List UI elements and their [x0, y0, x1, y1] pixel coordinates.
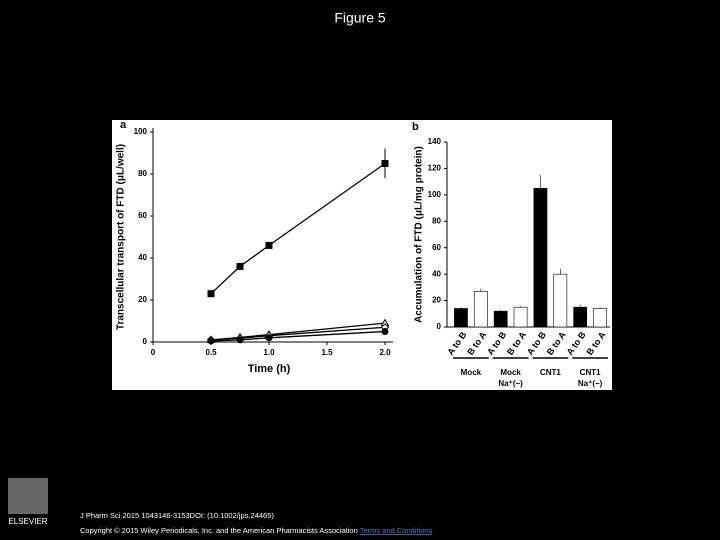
marker: [236, 262, 244, 270]
group-label: Na⁺(−): [498, 379, 523, 388]
y-tick-label: 100: [428, 190, 442, 199]
x-tick-label: 1.5: [321, 348, 333, 357]
marker: [207, 290, 215, 298]
y-tick-label: 20: [432, 296, 441, 305]
citation: J Pharm Sci 2015 1043146-3153DOI: (10.10…: [80, 511, 274, 520]
x-tick-label: 0.5: [205, 348, 217, 357]
bar: [553, 273, 568, 328]
group-label: CNT1: [540, 368, 561, 377]
panel-label: a: [120, 119, 127, 131]
bar: [493, 310, 508, 328]
figure-panel: [112, 120, 612, 390]
y-tick-label: 80: [138, 169, 147, 178]
bar: [573, 306, 588, 328]
group-label: Mock: [500, 368, 521, 377]
y-tick-label: 0: [437, 322, 442, 331]
slide-title: Figure 5: [334, 10, 386, 26]
y-tick-label: 100: [134, 127, 148, 136]
panel-label: b: [412, 121, 419, 133]
y-tick-label: 20: [138, 295, 147, 304]
y-axis-label: Transcellular transport of FTD (μL/well): [116, 144, 127, 330]
marker: [236, 336, 244, 344]
y-tick-label: 80: [432, 216, 441, 225]
logo-tree: [8, 478, 48, 514]
y-tick-label: 40: [432, 269, 441, 278]
bar: [593, 308, 607, 328]
copyright-text: Copyright © 2015 Wiley Periodicals, Inc.…: [80, 526, 358, 535]
marker: [381, 160, 389, 167]
series-line: [210, 162, 386, 295]
series-line: [210, 330, 386, 342]
x-tick-label: 2.0: [379, 348, 391, 357]
marker: [207, 337, 215, 345]
bar: [473, 291, 488, 328]
terms-link[interactable]: Terms and Conditions: [360, 526, 433, 535]
y-axis-label: Accumulation of FTD (μL/mg protein): [414, 146, 425, 323]
marker: [265, 334, 273, 342]
group-label: Mock: [461, 368, 482, 377]
group-label: Na⁺(−): [578, 379, 603, 388]
marker: [265, 241, 273, 249]
y-tick-label: 0: [143, 337, 148, 346]
series-line: [210, 326, 386, 341]
y-tick-label: 140: [428, 137, 442, 146]
group-label: CNT1: [580, 368, 601, 377]
bar: [513, 306, 528, 328]
y-tick-label: 40: [138, 253, 147, 262]
x-tick-label: 0: [151, 348, 156, 357]
y-tick-label: 60: [432, 243, 441, 252]
x-axis-label: Time (h): [248, 363, 291, 375]
bar: [454, 308, 468, 328]
x-tick-label: 1.0: [263, 348, 275, 357]
copyright: Copyright © 2015 Wiley Periodicals, Inc.…: [80, 526, 432, 535]
y-tick-label: 60: [138, 211, 147, 220]
bar: [533, 187, 548, 328]
y-tick-label: 120: [428, 164, 442, 173]
marker: [381, 328, 389, 335]
logo-text: ELSEVIER: [8, 517, 47, 526]
